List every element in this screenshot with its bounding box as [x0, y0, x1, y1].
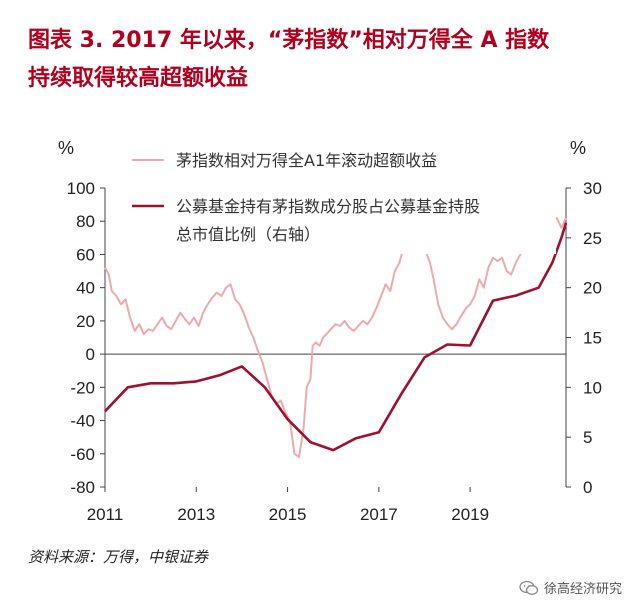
- x-tick-label: 2019: [451, 505, 489, 524]
- left-tick-label: 80: [76, 212, 95, 231]
- title-line-1: 图表 3. 2017 年以来，“茅指数”相对万得全 A 指数: [28, 28, 550, 53]
- left-tick-label: 40: [76, 279, 95, 298]
- left-tick-label: -20: [70, 378, 95, 397]
- left-tick-label: -60: [70, 445, 95, 464]
- right-tick-label: 0: [583, 478, 592, 497]
- x-tick-label: 2013: [177, 505, 215, 524]
- right-tick-label: 15: [583, 329, 602, 348]
- series-group: [104, 216, 568, 459]
- right-tick-label: 20: [583, 279, 602, 298]
- x-tick-label: 2011: [87, 505, 124, 524]
- chart-title: 图表 3. 2017 年以来，“茅指数”相对万得全 A 指数 持续取得较高超额收…: [28, 22, 628, 98]
- legend-label-1: 茅指数相对万得全A1年滚动超额收益: [176, 151, 437, 170]
- x-tick-label: 2015: [269, 505, 307, 524]
- legend: 茅指数相对万得全A1年滚动超额收益公募基金持有茅指数成分股占公募基金持股总市值比…: [126, 142, 556, 254]
- axes: 100806040200-20-40-60-803025201510502011…: [58, 138, 602, 524]
- title-line-2: 持续取得较高超额收益: [28, 66, 249, 91]
- x-tick-label: 2017: [360, 505, 398, 524]
- left-tick-label: -40: [70, 412, 95, 431]
- right-axis-unit: %: [570, 138, 586, 158]
- legend-background: [126, 142, 556, 254]
- wechat-icon: [519, 580, 539, 595]
- watermark-text: 徐高经济研究: [543, 582, 622, 597]
- watermark: 徐高经济研究: [519, 578, 622, 597]
- right-tick-label: 5: [583, 428, 592, 447]
- series-line-2: [104, 222, 568, 452]
- left-tick-label: 20: [76, 312, 95, 331]
- legend-label-2b: 总市值比例（右轴）: [176, 225, 320, 244]
- left-axis-unit: %: [58, 138, 74, 158]
- right-tick-label: 30: [583, 179, 602, 198]
- left-tick-label: 100: [67, 179, 95, 198]
- left-tick-label: 60: [76, 245, 95, 264]
- series-line-1: [104, 216, 567, 459]
- left-tick-label: 0: [86, 345, 95, 364]
- left-tick-label: -80: [70, 478, 95, 497]
- right-tick-label: 25: [583, 229, 602, 248]
- right-tick-label: 10: [583, 378, 602, 397]
- legend-label-2a: 公募基金持有茅指数成分股占公募基金持股: [176, 197, 480, 216]
- source-note: 资料来源：万得，中银证券: [28, 548, 209, 566]
